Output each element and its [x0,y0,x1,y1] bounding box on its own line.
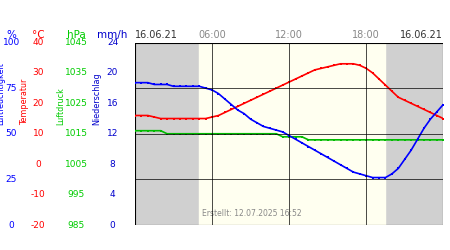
Text: 12: 12 [107,129,118,138]
Text: Temperatur: Temperatur [20,78,29,125]
Text: 50: 50 [5,129,17,138]
Text: mm/h: mm/h [97,30,128,40]
Text: 8: 8 [110,160,115,169]
Text: 16.06.21: 16.06.21 [400,30,443,40]
Text: %: % [6,30,16,40]
Text: °C: °C [32,30,45,40]
Text: 4: 4 [110,190,115,199]
Text: 100: 100 [3,38,20,47]
Text: -10: -10 [31,190,45,199]
Text: 1005: 1005 [65,160,88,169]
Text: 0: 0 [36,160,41,169]
Text: 20: 20 [107,68,118,78]
Text: 18:00: 18:00 [352,30,380,40]
Text: Luftdruck: Luftdruck [56,87,65,125]
Text: 06:00: 06:00 [198,30,226,40]
Text: 0: 0 [110,220,115,230]
Text: 24: 24 [107,38,118,47]
Text: 10: 10 [32,129,44,138]
Text: 985: 985 [68,220,85,230]
Text: 12:00: 12:00 [275,30,303,40]
Text: 25: 25 [5,175,17,184]
Text: Niederschlag: Niederschlag [92,72,101,125]
Text: 1015: 1015 [65,129,88,138]
Text: 20: 20 [32,99,44,108]
Text: 16.06.21: 16.06.21 [135,30,178,40]
Text: 995: 995 [68,190,85,199]
Text: 1025: 1025 [65,99,88,108]
Text: 16: 16 [107,99,118,108]
Text: 1035: 1035 [65,68,88,78]
Text: hPa: hPa [67,30,86,40]
Text: 0: 0 [9,220,14,230]
Text: 30: 30 [32,68,44,78]
Text: -20: -20 [31,220,45,230]
Bar [199,42,386,225]
Text: 1045: 1045 [65,38,88,47]
Text: 75: 75 [5,84,17,92]
Text: Luftfeuchtigkeit: Luftfeuchtigkeit [0,62,5,125]
Text: 40: 40 [32,38,44,47]
Text: Erstellt: 12.07.2025 16:52: Erstellt: 12.07.2025 16:52 [202,209,302,218]
